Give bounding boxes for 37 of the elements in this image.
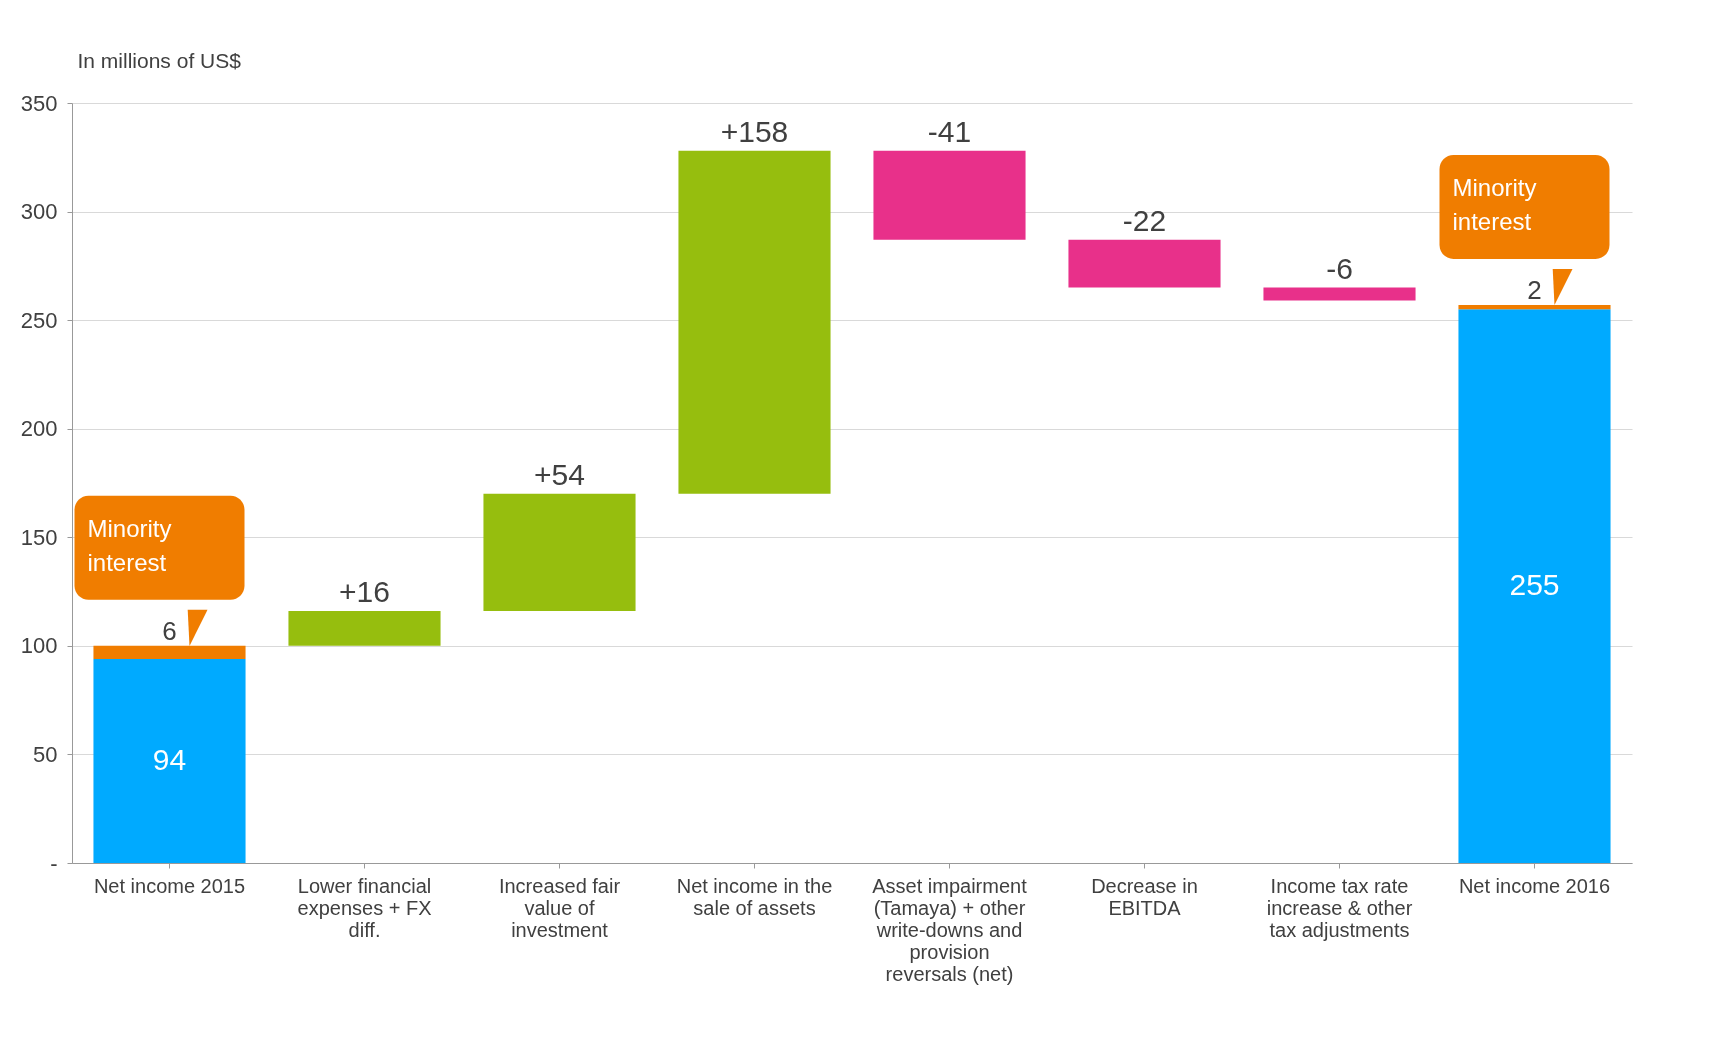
- x-tick-label: Net income in the sale of assets: [676, 874, 833, 919]
- x-tick-label: Asset impairment (Tamaya) + other write-downs and provision reversals (net): [872, 874, 1028, 985]
- x-tick-label: Increased fair value of investment: [498, 874, 621, 941]
- bar: [873, 150, 1026, 240]
- bar: [93, 658, 246, 863]
- bar: [1263, 287, 1416, 301]
- x-tick-label: Income tax rate increase & other tax adjustments: [1266, 874, 1413, 941]
- data-label: 6: [162, 615, 177, 646]
- x-tick-label: Net income 2015: [93, 874, 246, 897]
- x-tick-label: Decrease in EBITDA: [1091, 874, 1198, 919]
- y-tick-label: 350: [20, 90, 58, 116]
- data-label: -6: [1326, 251, 1353, 285]
- bar: [678, 150, 831, 494]
- bar: [483, 493, 636, 612]
- data-label: +158: [720, 114, 789, 148]
- data-label: -22: [1122, 203, 1167, 237]
- bar: [1458, 309, 1611, 863]
- data-label: 2: [1527, 274, 1542, 305]
- annotation: Minority interest: [87, 514, 172, 576]
- y-tick-label: 300: [20, 199, 58, 225]
- data-label: +54: [534, 457, 585, 491]
- y-tick-label: -: [50, 850, 58, 876]
- y-tick-label: 200: [20, 416, 58, 442]
- data-label: +16: [339, 575, 390, 609]
- x-tick-label: Lower financial expenses + FX diff.: [297, 874, 432, 941]
- data-label: 94: [152, 742, 187, 776]
- y-tick-label: 50: [33, 741, 58, 767]
- annotation: Minority interest: [1452, 173, 1537, 235]
- data-label: -41: [927, 114, 972, 148]
- bar: [288, 611, 441, 646]
- y-tick-label: 100: [20, 633, 58, 659]
- x-tick-label: Net income 2016: [1458, 874, 1611, 897]
- y-axis-title: In millions of US$: [77, 48, 242, 72]
- y-tick-label: 150: [20, 524, 58, 550]
- y-tick-label: 250: [20, 307, 58, 333]
- bar: [1068, 239, 1221, 288]
- data-label: 255: [1509, 568, 1560, 602]
